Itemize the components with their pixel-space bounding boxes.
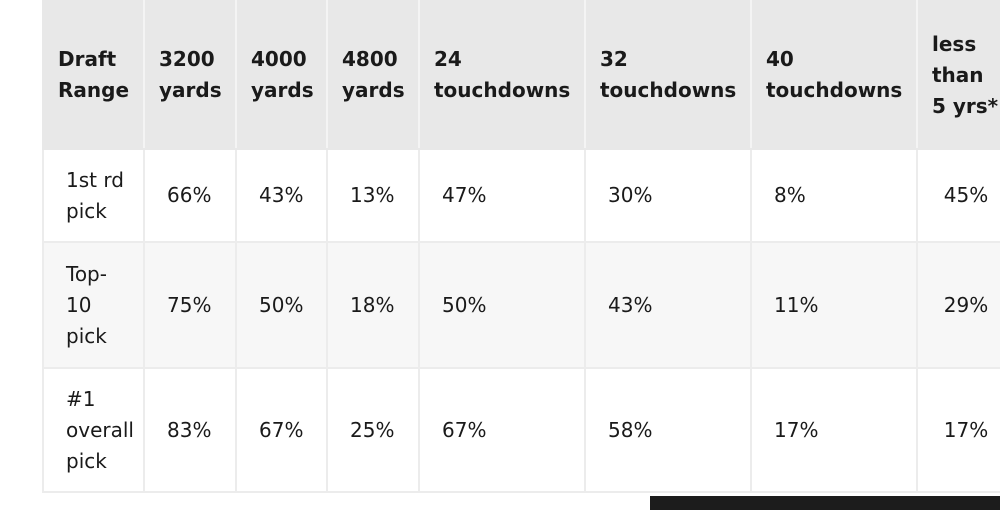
table-cell: 17% xyxy=(916,367,1000,493)
table-cell: 25% xyxy=(326,367,420,493)
table-cell: 50% xyxy=(235,241,328,369)
table-cell: 47% xyxy=(418,148,586,243)
bottom-dark-bar xyxy=(650,496,1000,510)
row-label: Top-10 pick xyxy=(42,241,145,369)
table-cell: 17% xyxy=(750,367,918,493)
header-24-touchdowns: 24 touchdowns xyxy=(418,0,586,150)
header-32-touchdowns: 32 touchdowns xyxy=(584,0,752,150)
table-cell: 8% xyxy=(750,148,918,243)
table-cell: 67% xyxy=(418,367,586,493)
header-row: Draft Range 3200 yards 4000 yards 4800 y… xyxy=(42,0,1000,150)
table-cell: 58% xyxy=(584,367,752,493)
header-3200-yards: 3200 yards xyxy=(143,0,237,150)
row-label: #1 overall pick xyxy=(42,367,145,493)
table-cell: 50% xyxy=(418,241,586,369)
table-cell: 11% xyxy=(750,241,918,369)
table-cell: 66% xyxy=(143,148,237,243)
table-cell: 75% xyxy=(143,241,237,369)
table-cell: 18% xyxy=(326,241,420,369)
header-40-touchdowns: 40 touchdowns xyxy=(750,0,918,150)
table-body: 1st rd pick 66% 43% 13% 47% 30% 8% 45% T… xyxy=(42,148,1000,493)
table-header: Draft Range 3200 yards 4000 yards 4800 y… xyxy=(42,0,1000,150)
header-draft-range: Draft Range xyxy=(42,0,145,150)
table-cell: 29% xyxy=(916,241,1000,369)
table-row: #1 overall pick 83% 67% 25% 67% 58% 17% … xyxy=(42,367,1000,493)
table-cell: 30% xyxy=(584,148,752,243)
header-4800-yards: 4800 yards xyxy=(326,0,420,150)
table-cell: 67% xyxy=(235,367,328,493)
table-cell: 13% xyxy=(326,148,420,243)
table-cell: 45% xyxy=(916,148,1000,243)
table-row: Top-10 pick 75% 50% 18% 50% 43% 11% 29% xyxy=(42,241,1000,369)
header-4000-yards: 4000 yards xyxy=(235,0,328,150)
header-less-than-5-yrs: less than 5 yrs* xyxy=(916,0,1000,150)
table-cell: 43% xyxy=(235,148,328,243)
draft-stats-table: Draft Range 3200 yards 4000 yards 4800 y… xyxy=(42,0,1000,493)
table-cell: 83% xyxy=(143,367,237,493)
table-cell: 43% xyxy=(584,241,752,369)
row-label: 1st rd pick xyxy=(42,148,145,243)
table-row: 1st rd pick 66% 43% 13% 47% 30% 8% 45% xyxy=(42,148,1000,243)
